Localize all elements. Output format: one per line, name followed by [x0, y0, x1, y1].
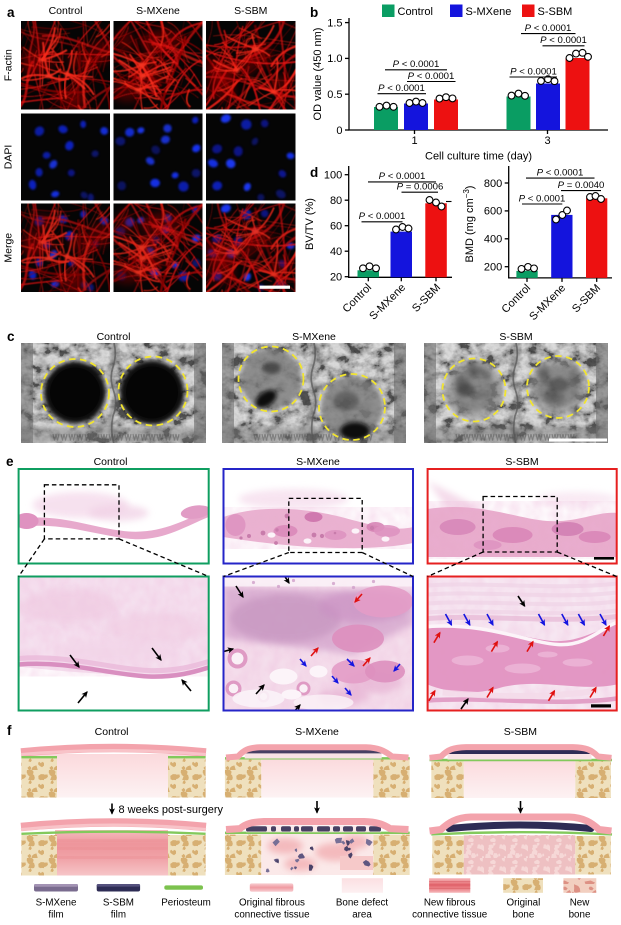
- svg-text:100: 100: [324, 170, 342, 182]
- svg-text:BMD (mg cm−3): BMD (mg cm−3): [462, 186, 477, 263]
- svg-text:S-SBM: S-SBM: [505, 456, 538, 468]
- svg-text:New: New: [570, 898, 591, 909]
- svg-text:bone: bone: [513, 910, 535, 921]
- svg-text:3: 3: [544, 135, 550, 147]
- svg-text:Control: Control: [94, 456, 128, 468]
- svg-text:1.5: 1.5: [327, 17, 342, 29]
- svg-text:OD value (450 nm): OD value (450 nm): [312, 28, 324, 121]
- svg-text:P < 0.0001: P < 0.0001: [540, 35, 587, 46]
- svg-text:800: 800: [484, 178, 502, 190]
- svg-text:a: a: [7, 5, 15, 20]
- svg-text:S-MXene: S-MXene: [295, 726, 339, 738]
- svg-text:Control: Control: [49, 5, 83, 17]
- svg-text:Cell culture time (day): Cell culture time (day): [425, 151, 532, 163]
- svg-text:1: 1: [411, 135, 417, 147]
- svg-text:0: 0: [336, 125, 342, 137]
- svg-text:80: 80: [330, 195, 342, 207]
- svg-text:P = 0.0006: P = 0.0006: [397, 182, 444, 193]
- svg-text:Original fibrous: Original fibrous: [239, 898, 305, 909]
- svg-text:P = 0.0040: P = 0.0040: [558, 180, 605, 191]
- svg-text:connective tissue: connective tissue: [412, 910, 488, 921]
- svg-text:Periosteum: Periosteum: [161, 898, 211, 909]
- svg-text:P < 0.0001: P < 0.0001: [537, 167, 584, 178]
- svg-text:F-actin: F-actin: [3, 49, 15, 81]
- svg-text:film: film: [111, 910, 126, 921]
- svg-text:Merge: Merge: [3, 233, 15, 263]
- svg-text:S-SBM: S-SBM: [234, 5, 267, 17]
- svg-text:P < 0.0001: P < 0.0001: [519, 193, 566, 204]
- svg-text:c: c: [7, 329, 15, 344]
- svg-text:S-SBM: S-SBM: [538, 6, 573, 18]
- svg-text:8 weeks post-surgery: 8 weeks post-surgery: [119, 804, 224, 816]
- svg-text:connective tissue: connective tissue: [234, 910, 310, 921]
- svg-text:60: 60: [330, 221, 342, 233]
- svg-text:P < 0.0001: P < 0.0001: [510, 66, 557, 77]
- svg-text:0.5: 0.5: [327, 89, 342, 101]
- svg-text:Bone defect: Bone defect: [336, 898, 389, 909]
- svg-text:Control: Control: [97, 331, 131, 343]
- svg-text:Control: Control: [95, 726, 129, 738]
- svg-text:S-MXene: S-MXene: [466, 6, 512, 18]
- svg-text:d: d: [310, 165, 318, 180]
- svg-text:P < 0.0001: P < 0.0001: [525, 23, 572, 34]
- svg-text:film: film: [48, 910, 63, 921]
- svg-text:DAPI: DAPI: [3, 145, 15, 170]
- svg-text:Control: Control: [398, 6, 433, 18]
- svg-text:S-SBM: S-SBM: [103, 898, 134, 909]
- svg-text:20: 20: [330, 272, 342, 284]
- svg-text:P < 0.0001: P < 0.0001: [359, 211, 406, 222]
- svg-text:bone: bone: [569, 910, 591, 921]
- svg-text:S-MXene: S-MXene: [136, 5, 180, 17]
- svg-text:Original: Original: [507, 898, 541, 909]
- svg-text:S-MXene: S-MXene: [296, 456, 340, 468]
- svg-text:b: b: [310, 5, 318, 20]
- svg-text:40: 40: [330, 246, 342, 258]
- svg-text:S-MXene: S-MXene: [36, 898, 77, 909]
- svg-text:P < 0.0001: P < 0.0001: [379, 171, 426, 182]
- svg-text:e: e: [6, 454, 14, 469]
- svg-text:200: 200: [484, 262, 502, 274]
- svg-text:S-SBM: S-SBM: [504, 726, 537, 738]
- svg-text:P < 0.0001: P < 0.0001: [378, 83, 425, 94]
- svg-text:S-SBM: S-SBM: [499, 331, 532, 343]
- svg-text:f: f: [7, 723, 12, 738]
- svg-text:New fibrous: New fibrous: [424, 898, 476, 909]
- svg-text:S-MXene: S-MXene: [292, 331, 336, 343]
- svg-text:area: area: [352, 910, 372, 921]
- svg-text:400: 400: [484, 234, 502, 246]
- svg-text:600: 600: [484, 206, 502, 218]
- svg-text:BV/TV (%): BV/TV (%): [304, 198, 316, 250]
- svg-text:P < 0.0001: P < 0.0001: [408, 71, 455, 82]
- svg-text:1.0: 1.0: [327, 53, 342, 65]
- svg-text:P < 0.0001: P < 0.0001: [393, 59, 440, 70]
